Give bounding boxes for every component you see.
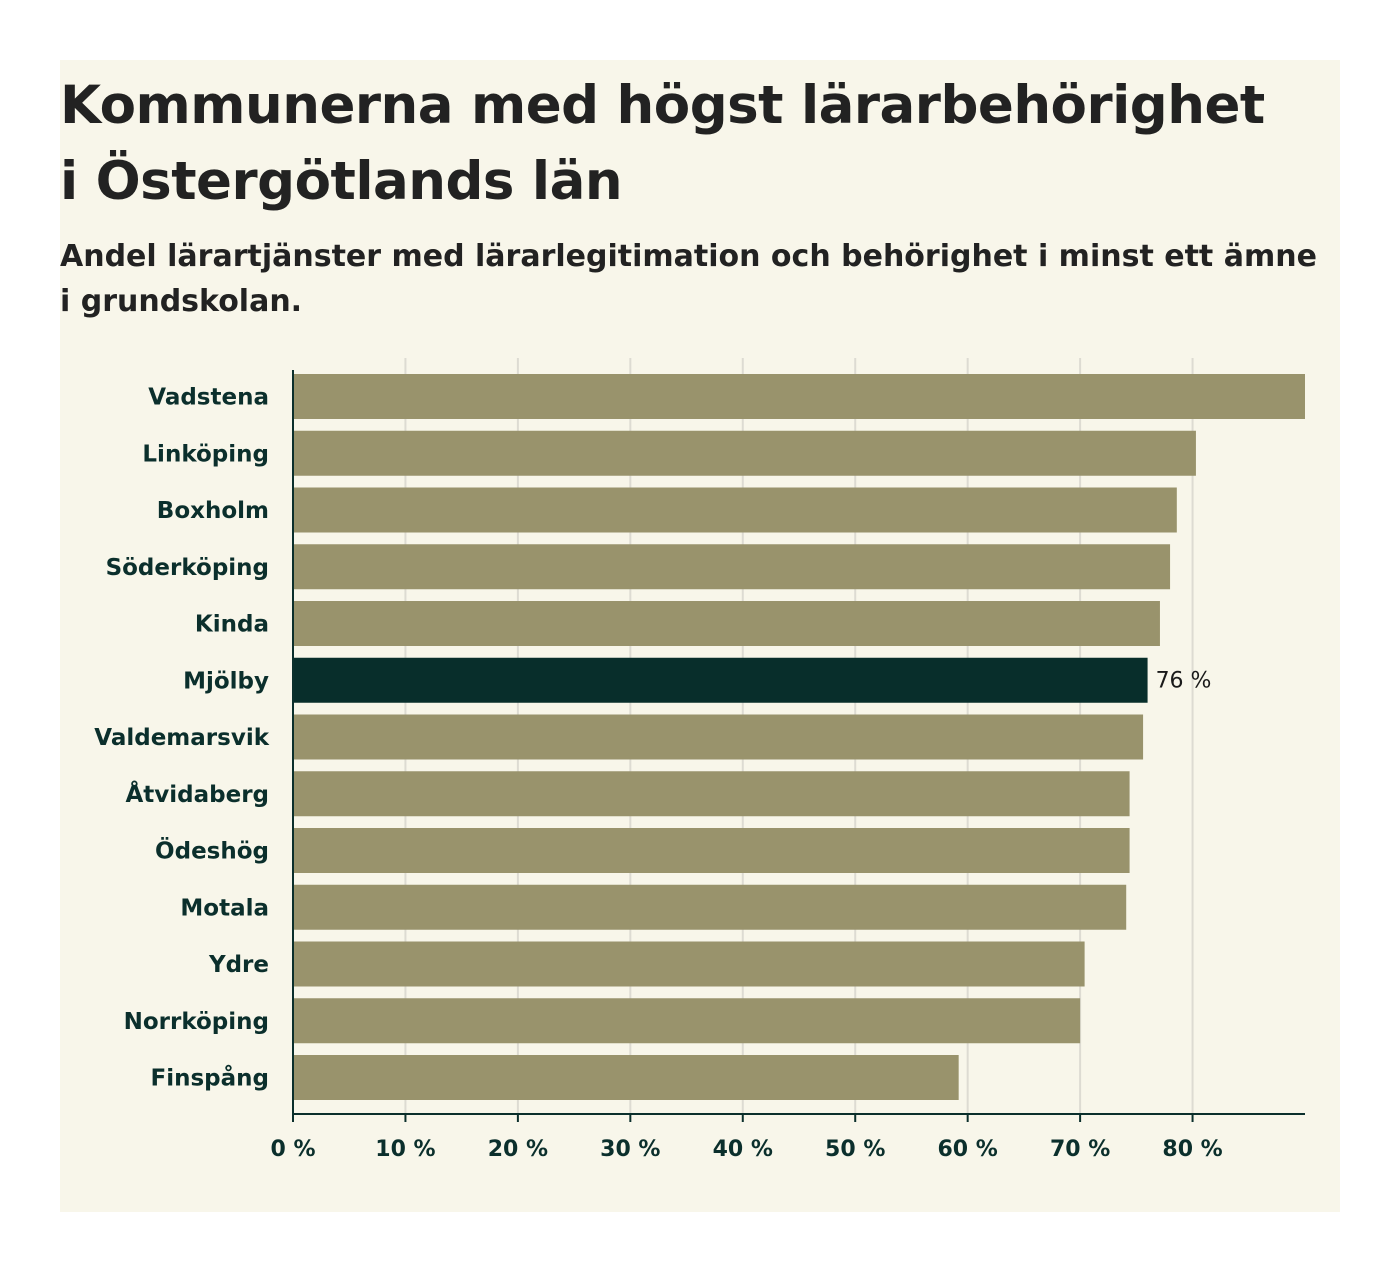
bar — [293, 544, 1171, 590]
category-label: Linköping — [142, 441, 269, 467]
bar — [293, 1055, 959, 1100]
bar-highlight — [293, 657, 1148, 703]
chart-subtitle: Andel lärartjänster med lärarlegitimatio… — [60, 239, 1317, 319]
tick-label: 50 % — [825, 1137, 885, 1162]
bar — [293, 828, 1130, 873]
tick-label: 10 % — [375, 1137, 435, 1162]
chart-title: Kommunerna med högst lärarbehörighet i Ö… — [60, 75, 1265, 212]
bar — [293, 998, 1081, 1044]
tick-label: 70 % — [1050, 1137, 1110, 1162]
category-label: Vadstena — [148, 385, 269, 411]
tick-label: 20 % — [488, 1137, 548, 1162]
bar — [293, 714, 1144, 760]
category-label: Söderköping — [106, 555, 269, 581]
bar — [293, 771, 1130, 817]
tick-label: 40 % — [713, 1137, 773, 1162]
tick-label: 30 % — [600, 1137, 660, 1162]
bar — [293, 430, 1196, 476]
bar — [293, 941, 1085, 987]
bar-chart: Vadstena Linköping Boxholm Söderköping Kinda… — [94, 358, 1305, 1162]
chart-card: Kommunerna med högst lärarbehörighet i Ö… — [60, 60, 1340, 1212]
value-label: 76 % — [1156, 668, 1212, 693]
category-label: Boxholm — [157, 498, 269, 524]
bar — [293, 601, 1160, 646]
category-label: Valdemarsvik — [94, 725, 269, 751]
category-label: Åtvidaberg — [125, 780, 269, 808]
category-label: Norrköping — [124, 1009, 269, 1035]
bar — [293, 374, 1305, 419]
tick-label: 60 % — [938, 1137, 998, 1162]
bar — [293, 884, 1127, 930]
tick-label: 80 % — [1162, 1137, 1222, 1162]
category-label: Ydre — [208, 952, 269, 978]
tick-label: 0 % — [270, 1137, 315, 1162]
category-label: Kinda — [195, 612, 269, 638]
bar — [293, 487, 1177, 533]
category-label: Mjölby — [183, 668, 269, 694]
category-label: Finspång — [151, 1065, 269, 1092]
category-label: Motala — [180, 895, 269, 921]
category-label: Ödeshög — [155, 837, 269, 865]
